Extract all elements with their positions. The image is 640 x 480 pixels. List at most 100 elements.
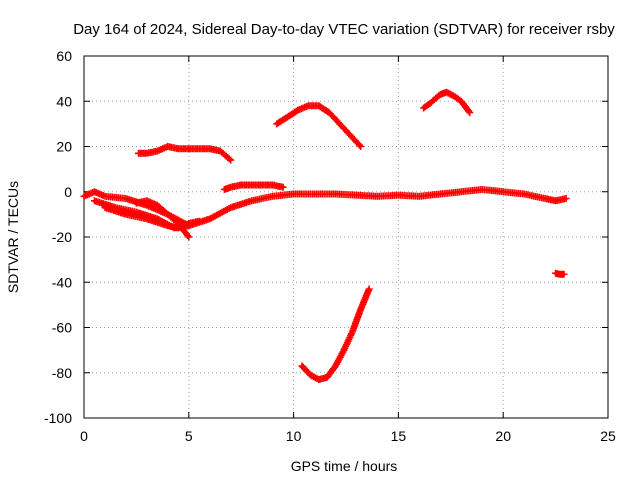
- data-point: [522, 192, 526, 196]
- data-point: [564, 197, 568, 200]
- y-tick-label: 0: [64, 184, 72, 200]
- data-point: [166, 145, 170, 148]
- data-point: [428, 102, 432, 105]
- y-tick-label: -60: [52, 320, 72, 336]
- data-point: [397, 193, 400, 197]
- data-point: [229, 206, 232, 209]
- data-point: [334, 364, 337, 368]
- data-point: [309, 373, 312, 377]
- data-point: [281, 186, 285, 189]
- data-point: [562, 273, 566, 276]
- y-tick-label: -40: [52, 274, 72, 290]
- data-point: [250, 183, 253, 187]
- data-point: [82, 195, 86, 198]
- x-tick-label: 5: [185, 428, 193, 444]
- series-arc-late-40: [420, 88, 474, 117]
- data-point: [177, 222, 180, 225]
- data-point: [348, 133, 352, 137]
- data-point: [271, 195, 274, 198]
- series-marks: [273, 102, 365, 150]
- data-point: [271, 183, 274, 187]
- y-tick-label: -20: [52, 229, 72, 245]
- data-point: [93, 190, 96, 193]
- data-point: [439, 93, 442, 96]
- series-arc-mid-40: [273, 102, 365, 150]
- data-point: [275, 122, 279, 126]
- data-point: [445, 91, 448, 94]
- series-arc-upper-20: [135, 143, 235, 164]
- x-tick-label: 10: [286, 428, 302, 444]
- data-point: [338, 122, 341, 126]
- x-tick-label: 20: [495, 428, 511, 444]
- data-point: [187, 235, 190, 239]
- data-point: [135, 201, 138, 205]
- data-point: [317, 378, 320, 381]
- data-point: [187, 147, 190, 150]
- data-point: [460, 190, 463, 193]
- x-axis-label: GPS time / hours: [291, 458, 398, 474]
- data-point: [328, 111, 331, 114]
- data-point: [103, 195, 107, 198]
- data-point: [286, 115, 289, 119]
- data-point: [166, 224, 170, 227]
- grid-lines: [84, 56, 608, 418]
- data-point: [334, 192, 337, 196]
- data-point: [156, 204, 159, 207]
- data-point: [145, 204, 149, 207]
- data-point: [554, 199, 557, 202]
- data-point: [219, 149, 222, 153]
- data-point: [145, 199, 149, 202]
- data-point: [260, 183, 264, 187]
- data-point: [418, 195, 421, 198]
- data-point: [124, 197, 128, 200]
- x-tick-label: 25: [600, 428, 616, 444]
- data-point: [296, 109, 299, 112]
- data-point: [240, 183, 243, 187]
- data-point: [422, 106, 425, 110]
- data-point: [145, 217, 149, 221]
- data-point: [359, 145, 362, 148]
- data-point: [103, 206, 107, 209]
- plot-area-frame: [83, 55, 609, 419]
- data-point: [223, 188, 226, 191]
- data-point: [229, 186, 232, 189]
- series-arc-upper-3: [220, 181, 287, 193]
- data-point: [300, 364, 304, 368]
- chart-title: Day 164 of 2024, Sidereal Day-to-day VTE…: [73, 21, 615, 38]
- data-point: [177, 147, 180, 150]
- data-point: [355, 193, 358, 197]
- y-tick-label: 20: [56, 139, 72, 155]
- data-point: [359, 308, 362, 311]
- data-point: [208, 217, 211, 221]
- data-point: [342, 348, 346, 352]
- data-point: [351, 330, 354, 334]
- series-arc-deep-neg: [298, 285, 373, 383]
- data-series: [80, 88, 570, 383]
- data-point: [250, 199, 253, 202]
- data-point: [439, 192, 442, 196]
- series-arc-low-3: [132, 197, 193, 241]
- y-tick-label: 60: [56, 48, 72, 64]
- x-tick-label: 0: [80, 428, 88, 444]
- data-point: [166, 213, 170, 216]
- data-point: [137, 152, 140, 155]
- data-point: [229, 158, 232, 162]
- data-point: [208, 147, 211, 150]
- data-point: [145, 152, 149, 155]
- x-tick-label: 15: [391, 428, 407, 444]
- data-point: [292, 192, 295, 196]
- data-point: [376, 195, 379, 198]
- y-tick-label: -80: [52, 365, 72, 381]
- y-tick-label: 40: [56, 93, 72, 109]
- data-point: [198, 219, 201, 223]
- data-point: [543, 197, 547, 200]
- y-axis-label: SDTVAR / TECUs: [5, 181, 21, 293]
- axis-ticks: -100 -80 -60 -40 -20 0 20 40 60 0 5 10 15 20 25: [44, 48, 616, 444]
- data-point: [187, 222, 190, 225]
- data-point: [367, 287, 371, 291]
- data-point: [453, 95, 457, 98]
- data-point: [317, 104, 320, 107]
- data-point: [307, 104, 310, 107]
- data-point: [124, 213, 128, 216]
- data-point: [313, 192, 316, 196]
